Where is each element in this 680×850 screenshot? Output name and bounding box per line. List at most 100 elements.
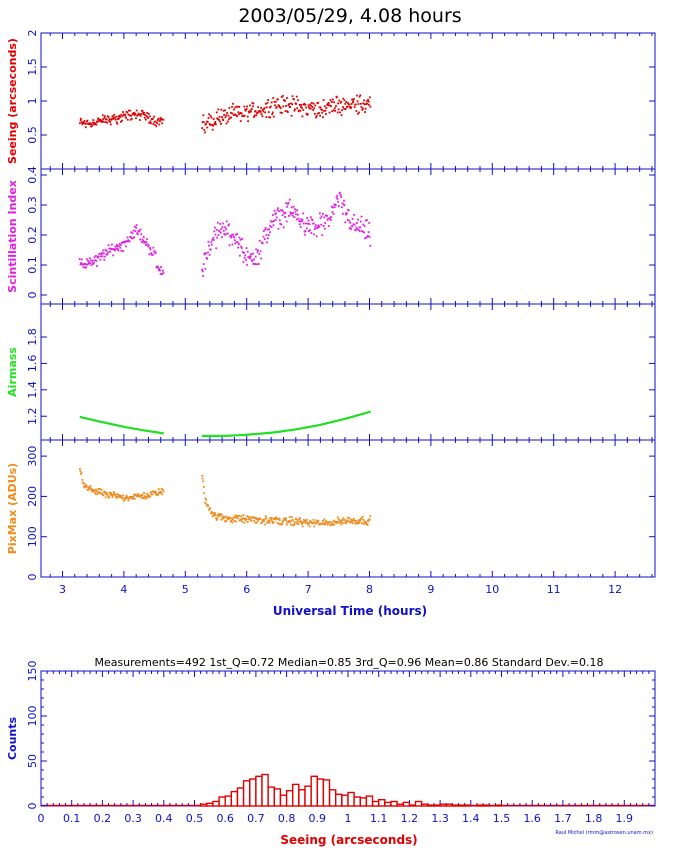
pixmax-point	[217, 515, 220, 518]
scintillation-point	[301, 218, 304, 221]
seeing-point	[215, 111, 218, 114]
scintillation-point	[107, 251, 109, 254]
seeing-point	[115, 115, 118, 118]
scintillation-point	[349, 222, 352, 224]
scintillation-point	[323, 227, 326, 230]
pixmax-point	[89, 487, 92, 490]
seeing-point	[229, 111, 232, 114]
pixmax-point	[345, 522, 347, 525]
seeing-point	[268, 106, 271, 109]
seeing-point	[257, 106, 259, 109]
seeing-point	[309, 107, 312, 110]
pixmax-point	[97, 488, 100, 490]
scintillation-point	[91, 259, 94, 262]
scintillation-point	[81, 263, 84, 265]
scintillation-point	[149, 247, 151, 249]
scintillation-point	[350, 228, 352, 230]
time-tick-label: 8	[366, 583, 373, 596]
seeing-point	[101, 119, 103, 122]
seeing-point	[116, 122, 119, 125]
pixmax-point	[347, 516, 349, 519]
scintillation-point	[323, 216, 326, 219]
pixmax-point	[255, 518, 258, 520]
pixmax-point	[104, 491, 106, 494]
pixmax-point	[207, 504, 210, 507]
scintillation-point	[246, 250, 249, 253]
pixmax-point	[284, 517, 287, 519]
pixmax-point	[219, 514, 222, 517]
pixmax-point	[221, 517, 224, 520]
seeing-point	[243, 114, 246, 117]
histogram-y-tick-label: 0	[26, 803, 39, 810]
seeing-point	[266, 101, 269, 104]
pixmax-point	[144, 497, 147, 500]
seeing-point	[104, 115, 106, 118]
scintillation-point	[230, 236, 233, 239]
scintillation-point	[236, 233, 238, 235]
scintillation-point	[225, 228, 227, 231]
seeing-point	[228, 107, 231, 109]
pixmax-point	[263, 518, 266, 521]
scintillation-point	[221, 226, 224, 228]
histogram-bar	[494, 804, 503, 807]
pixmax-point	[367, 520, 370, 523]
scintillation-frame	[40, 168, 656, 305]
pixmax-point	[269, 517, 272, 519]
pixmax-point	[277, 518, 279, 520]
pixmax-point	[91, 488, 93, 491]
scintillation-point	[260, 257, 262, 260]
pixmax-point	[264, 523, 266, 526]
scintillation-point	[223, 233, 226, 235]
pixmax-point	[306, 521, 309, 524]
histogram-bar	[396, 803, 404, 807]
seeing-point	[142, 111, 144, 114]
seeing-point	[125, 117, 127, 119]
pixmax-point	[133, 497, 136, 500]
pixmax-point	[268, 521, 271, 523]
scintillation-point	[252, 263, 255, 265]
seeing-point	[221, 116, 223, 118]
pixmax-point	[137, 494, 140, 497]
pixmax-point	[358, 519, 360, 521]
pixmax-point	[243, 517, 246, 520]
seeing-point	[90, 123, 93, 125]
histogram-x-tick-label: 1.8	[585, 812, 603, 825]
seeing-point	[298, 109, 300, 112]
scintillation-point	[309, 216, 312, 219]
scintillation-point	[319, 217, 322, 220]
pixmax-point	[140, 496, 143, 499]
scintillation-point	[254, 255, 257, 258]
scintillation-point	[132, 237, 134, 240]
scintillation-point	[317, 224, 320, 227]
seeing-point	[356, 94, 358, 97]
pixmax-point	[346, 519, 349, 522]
seeing-point	[204, 131, 206, 134]
pixmax-point	[236, 517, 239, 519]
scintillation-point	[273, 209, 276, 212]
histogram-bar	[439, 803, 447, 807]
scintillation-point	[345, 212, 348, 215]
seeing-point	[133, 112, 135, 114]
scintillation-point	[153, 250, 156, 253]
time-axis-label: Universal Time (hours)	[273, 604, 427, 618]
seeing-point	[83, 119, 86, 122]
seeing-frame	[40, 32, 656, 170]
seeing-point	[247, 120, 249, 123]
seeing-point	[223, 113, 225, 116]
scintillation-point	[368, 222, 371, 224]
pixmax-point	[161, 493, 164, 496]
pixmax-point	[266, 521, 269, 524]
scintillation-point	[282, 210, 285, 213]
scintillation-point	[336, 194, 339, 197]
pixmax-point	[267, 519, 270, 522]
scintillation-point	[218, 229, 221, 232]
scintillation-point	[280, 209, 282, 212]
pixmax-point	[356, 522, 359, 525]
seeing-point	[92, 119, 95, 121]
pixmax-point	[87, 487, 90, 489]
scintillation-point	[256, 251, 259, 253]
pixmax-point	[146, 495, 149, 498]
scintillation-point	[136, 232, 138, 235]
seeing-point	[279, 111, 282, 114]
pixmax-point	[86, 485, 88, 488]
